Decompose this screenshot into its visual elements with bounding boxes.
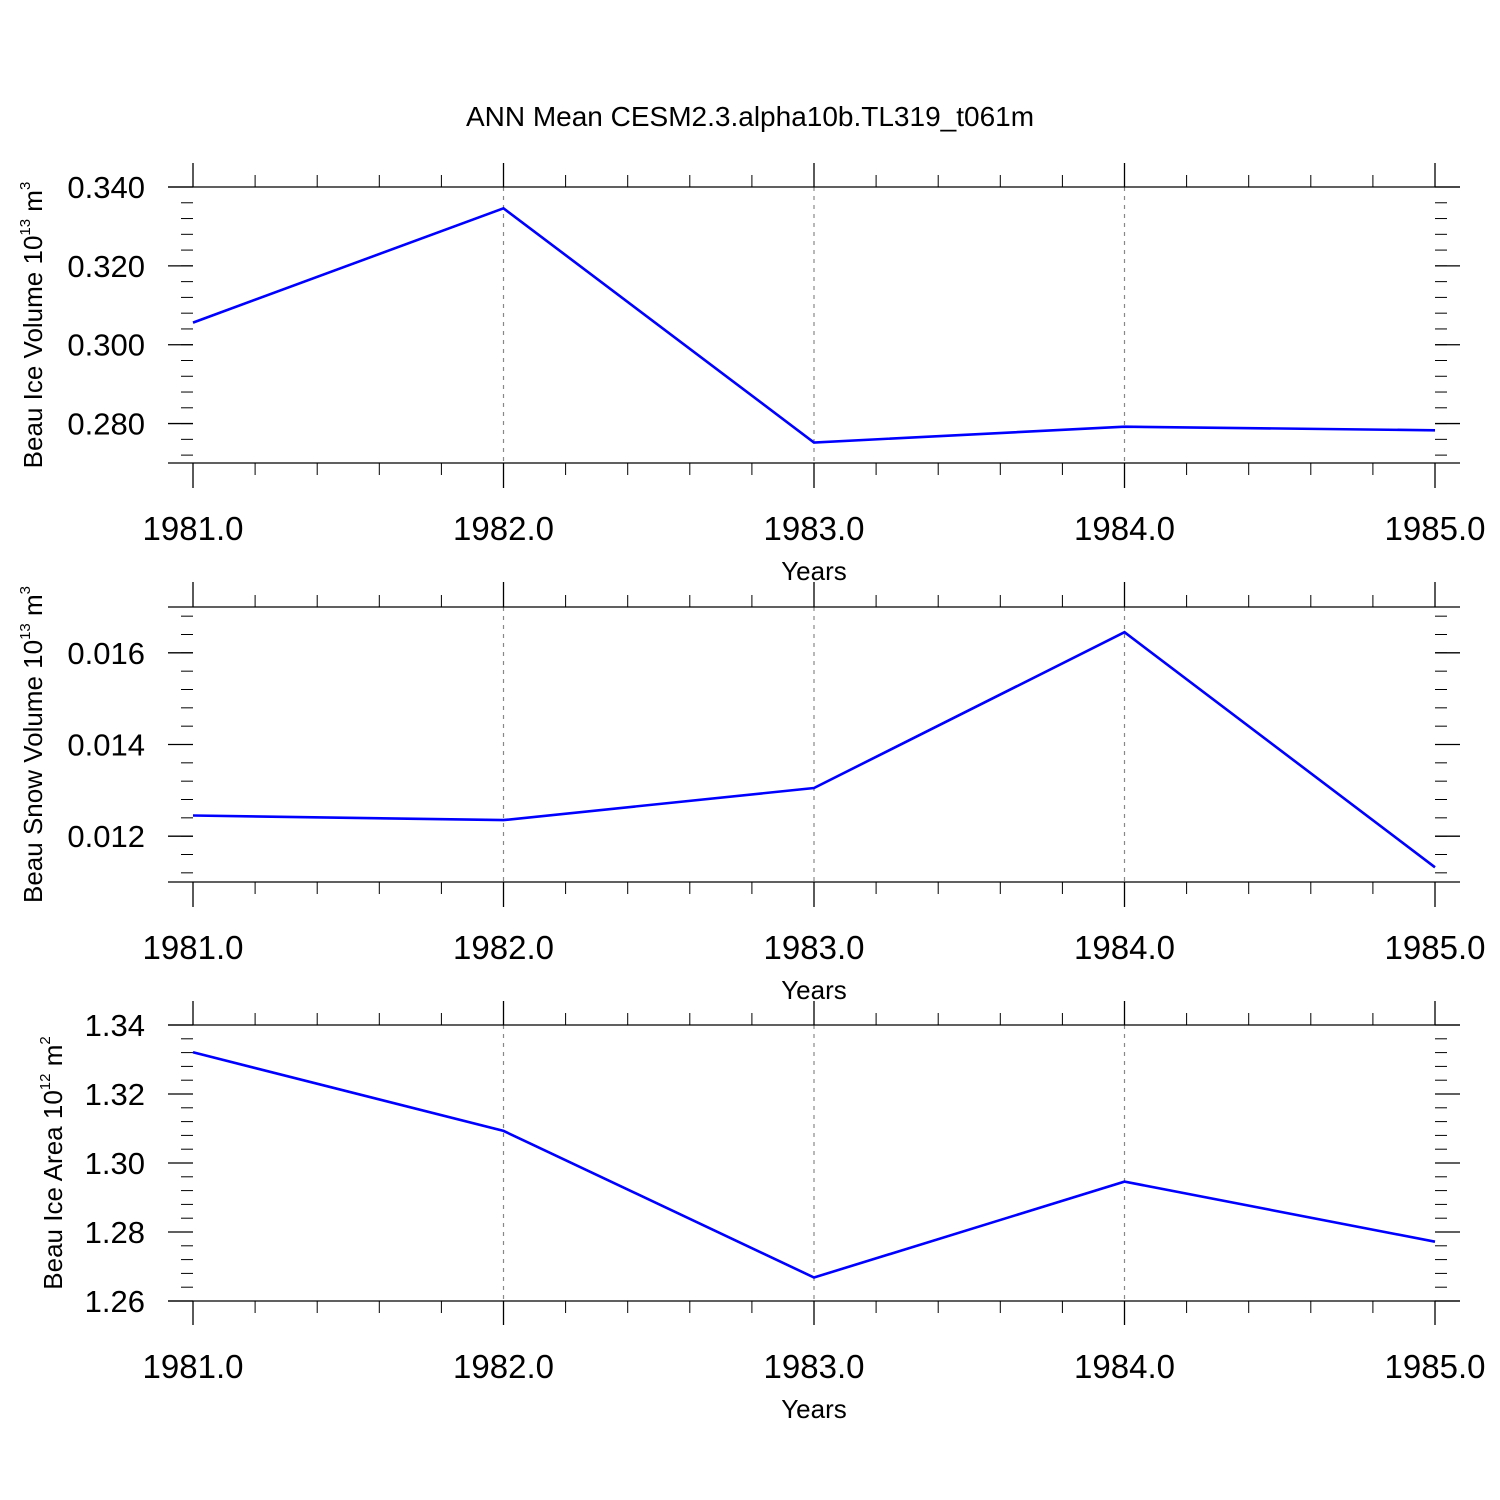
x-tick-label: 1984.0: [1074, 1348, 1175, 1385]
x-tick-label: 1985.0: [1385, 510, 1486, 547]
chart-panel-1: 0.280 0.300 0.320 0.340 1981.0 1982.0 1983.0 19…: [17, 163, 1485, 586]
y-tick-label: 1.26: [85, 1284, 145, 1319]
x-axis-title: Years: [781, 975, 847, 1005]
chart-title: ANN Mean CESM2.3.alpha10b.TL319_t061m: [466, 101, 1034, 132]
y-axis-title: Beau Ice Area 1012 m2: [37, 1036, 68, 1289]
y-tick-label: 0.340: [67, 170, 145, 205]
y-axis-title: Beau Ice Volume 1013 m3: [17, 182, 48, 469]
x-tick-label: 1982.0: [453, 1348, 554, 1385]
y-tick-label: 0.012: [67, 819, 145, 854]
y-axis-title: Beau Snow Volume 1013 m3: [17, 586, 48, 903]
chart-panel-3: 1.26 1.28 1.30 1.32 1.34 1981.0 1982.0 1983.0 19…: [37, 1001, 1485, 1424]
x-axis-title: Years: [781, 1394, 847, 1424]
chart-panel-2: 0.012 0.014 0.016 1981.0 1982.0 1983.0 1984.0 1…: [17, 582, 1485, 1005]
x-tick-label: 1983.0: [764, 510, 865, 547]
x-tick-label: 1984.0: [1074, 929, 1175, 966]
panels: 0.280 0.300 0.320 0.340 1981.0 1982.0 1983.0 19…: [17, 163, 1485, 1424]
x-tick-label: 1982.0: [453, 510, 554, 547]
y-tick-label: 0.014: [67, 728, 145, 763]
y-tick-label: 1.28: [85, 1215, 145, 1250]
y-tick-label: 0.300: [67, 328, 145, 363]
x-tick-label: 1983.0: [764, 1348, 865, 1385]
x-tick-label: 1983.0: [764, 929, 865, 966]
x-tick-label: 1985.0: [1385, 929, 1486, 966]
x-tick-label: 1981.0: [143, 510, 244, 547]
x-tick-label: 1982.0: [453, 929, 554, 966]
x-tick-label: 1981.0: [143, 1348, 244, 1385]
x-tick-label: 1985.0: [1385, 1348, 1486, 1385]
y-tick-label: 1.32: [85, 1077, 145, 1112]
y-tick-label: 1.30: [85, 1146, 145, 1181]
y-tick-label: 0.016: [67, 636, 145, 671]
x-tick-label: 1984.0: [1074, 510, 1175, 547]
x-tick-label: 1981.0: [143, 929, 244, 966]
y-tick-label: 1.34: [85, 1008, 145, 1043]
y-tick-label: 0.320: [67, 249, 145, 284]
y-tick-label: 0.280: [67, 407, 145, 442]
x-axis-title: Years: [781, 556, 847, 586]
